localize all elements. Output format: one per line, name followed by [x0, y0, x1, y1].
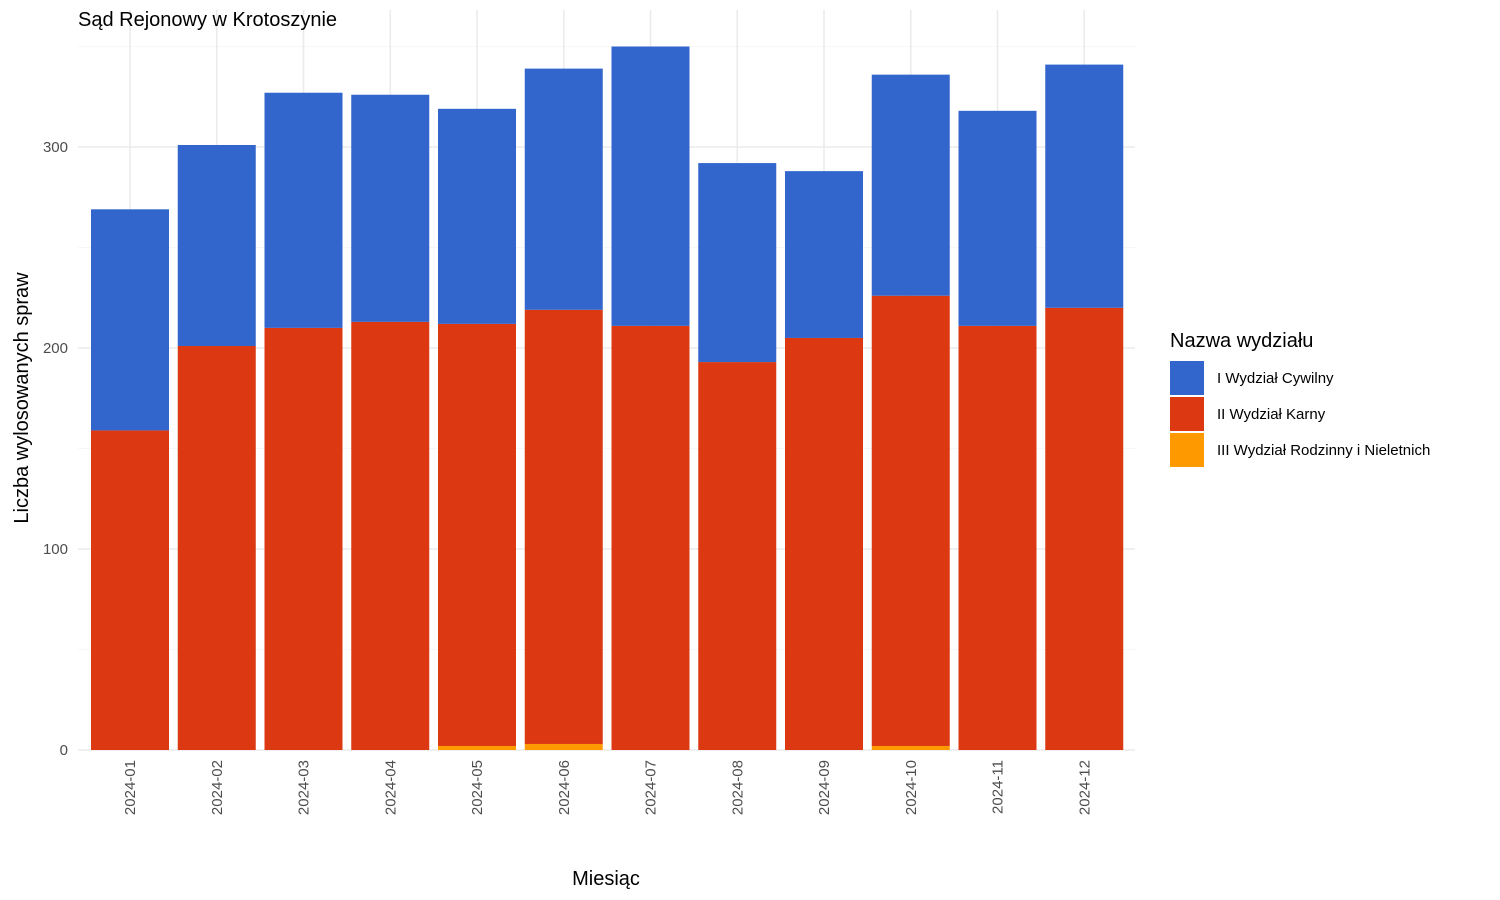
bar-segment — [611, 325, 690, 750]
legend-title: Nazwa wydziału — [1170, 330, 1313, 352]
bar-segment — [1045, 64, 1124, 308]
bar-segment — [177, 345, 256, 750]
x-axis-ticks: 2024-01 2024-02 2024-03 2024-04 2024-05 2024-… — [122, 760, 1093, 815]
bar-segment — [524, 68, 603, 310]
bar-segment — [91, 430, 169, 750]
x-tick-label: 2024-04 — [382, 760, 399, 815]
x-tick-label: 2024-07 — [643, 760, 660, 815]
bar-segment — [785, 337, 863, 750]
x-tick-label: 2024-08 — [729, 760, 746, 815]
bar-segment — [264, 92, 343, 328]
legend-swatch — [1170, 397, 1204, 431]
legend-items: I Wydział Cywilny II Wydział Karny III Wyd… — [1170, 361, 1430, 467]
y-tick-label: 200 — [43, 340, 68, 357]
bar-segment — [524, 309, 603, 744]
x-tick-label: 2024-05 — [469, 760, 486, 815]
bar-segment — [177, 144, 256, 346]
x-axis-title: Miesiąc — [572, 868, 640, 890]
bar-segment — [438, 745, 516, 750]
y-axis-title: Liczba wylosowanych spraw — [11, 272, 33, 524]
y-tick-label: 100 — [43, 541, 68, 558]
bar-segment — [1045, 307, 1124, 750]
x-tick-label: 2024-01 — [122, 760, 139, 815]
y-tick-label: 0 — [60, 742, 68, 759]
legend-label: II Wydział Karny — [1217, 406, 1326, 423]
bar-segment — [438, 108, 516, 324]
legend: Nazwa wydziału I Wydział Cywilny II Wydzi… — [1170, 330, 1430, 467]
x-tick-label: 2024-03 — [296, 760, 313, 815]
x-tick-label: 2024-09 — [816, 760, 833, 815]
bar-segment — [611, 46, 690, 326]
x-tick-label: 2024-12 — [1076, 760, 1093, 815]
x-tick-label: 2024-11 — [990, 760, 1007, 814]
bar-segment — [698, 163, 777, 363]
x-tick-label: 2024-06 — [556, 760, 573, 815]
bar-segment — [438, 323, 516, 746]
bar-segment — [871, 74, 950, 296]
chart-title: Sąd Rejonowy w Krotoszynie — [78, 9, 337, 31]
bar-segment — [871, 295, 950, 746]
bar-segment — [698, 362, 777, 750]
bar-segment — [351, 321, 430, 750]
legend-label: III Wydział Rodzinny i Nieletnich — [1217, 442, 1430, 459]
x-tick-label: 2024-10 — [903, 760, 920, 815]
legend-swatch — [1170, 361, 1204, 395]
y-axis-ticks: 0 100 200 300 — [43, 139, 68, 759]
bar-segment — [264, 327, 343, 750]
bar-segment — [871, 745, 950, 750]
legend-swatch — [1170, 433, 1204, 467]
y-tick-label: 300 — [43, 139, 68, 156]
bar-segment — [524, 743, 603, 750]
bars — [91, 46, 1124, 750]
bar-segment — [785, 171, 863, 338]
bar-segment — [91, 209, 169, 431]
bar-segment — [958, 325, 1037, 750]
legend-label: I Wydział Cywilny — [1217, 370, 1334, 387]
bar-segment — [351, 94, 430, 322]
x-tick-label: 2024-02 — [209, 760, 226, 815]
bar-segment — [958, 110, 1037, 326]
